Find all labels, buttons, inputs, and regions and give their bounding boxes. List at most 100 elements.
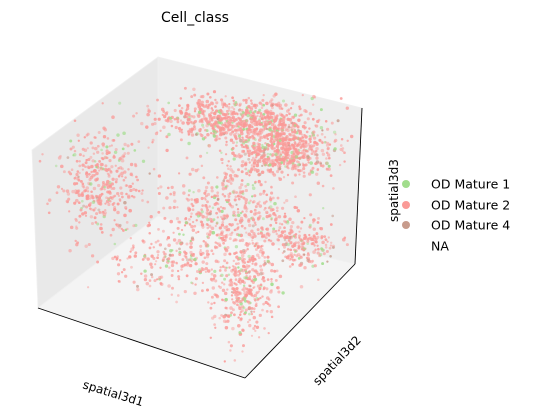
data-point <box>235 144 238 147</box>
data-point <box>243 289 246 293</box>
data-point <box>312 136 317 140</box>
data-point <box>272 211 276 215</box>
data-point <box>204 241 207 244</box>
data-point <box>284 139 288 142</box>
data-point <box>241 298 245 302</box>
data-point <box>122 229 125 232</box>
data-point <box>274 158 279 162</box>
data-point <box>74 191 78 195</box>
data-point <box>183 254 187 258</box>
data-point <box>304 144 308 148</box>
data-point <box>220 151 223 154</box>
data-point <box>308 127 311 130</box>
data-point <box>159 266 162 269</box>
data-point <box>129 162 134 167</box>
data-point <box>251 242 255 245</box>
data-point <box>281 122 284 126</box>
data-point <box>163 247 167 251</box>
data-point <box>330 121 334 125</box>
data-point <box>314 162 317 166</box>
data-point <box>210 268 213 271</box>
data-point <box>122 155 126 158</box>
data-point <box>189 245 193 249</box>
data-point <box>105 149 109 153</box>
data-point <box>200 208 203 211</box>
data-point <box>256 272 261 277</box>
data-point <box>220 231 223 235</box>
data-point <box>125 192 128 196</box>
data-point <box>243 226 247 230</box>
data-point <box>245 287 249 291</box>
data-point <box>167 186 170 190</box>
data-point <box>312 218 316 222</box>
data-point <box>313 264 317 268</box>
data-point <box>273 125 277 129</box>
data-point <box>242 138 245 141</box>
data-point <box>122 268 126 272</box>
data-point <box>297 161 301 164</box>
data-point <box>107 168 110 171</box>
data-point <box>242 127 246 131</box>
data-point <box>261 251 265 255</box>
data-point <box>217 114 221 119</box>
data-point <box>297 245 301 249</box>
data-point <box>252 307 256 311</box>
data-point <box>308 233 311 237</box>
data-point <box>278 177 283 182</box>
data-point <box>177 126 182 131</box>
data-point <box>206 269 211 273</box>
data-point <box>282 176 286 179</box>
data-point <box>240 224 244 228</box>
data-point <box>204 244 208 248</box>
data-point <box>161 113 164 117</box>
data-point <box>258 101 262 105</box>
legend-marker <box>402 221 410 229</box>
data-point <box>248 152 251 155</box>
data-point <box>321 184 325 188</box>
data-point <box>198 129 202 133</box>
data-point <box>211 316 215 320</box>
data-point <box>226 314 231 318</box>
data-point <box>89 155 93 159</box>
data-point <box>206 106 210 110</box>
data-point <box>218 209 222 213</box>
data-point <box>286 162 290 166</box>
data-point <box>55 191 59 195</box>
data-point <box>111 227 115 232</box>
data-point <box>190 236 194 240</box>
data-point <box>69 225 74 230</box>
data-point <box>141 199 144 202</box>
data-point <box>298 105 301 108</box>
data-point <box>182 233 185 236</box>
data-point <box>212 274 217 278</box>
data-point <box>231 326 235 331</box>
data-point <box>152 246 156 249</box>
data-point <box>84 165 87 169</box>
data-point <box>205 151 209 155</box>
data-point <box>204 189 208 193</box>
data-point <box>325 143 330 147</box>
data-point <box>201 111 205 115</box>
data-point <box>255 325 260 330</box>
data-point <box>322 252 326 256</box>
data-point <box>148 284 152 288</box>
data-point <box>60 187 64 191</box>
data-point <box>320 236 324 240</box>
data-point <box>236 213 241 218</box>
data-point <box>329 174 333 177</box>
data-point <box>316 168 320 171</box>
data-point <box>328 246 332 250</box>
data-point <box>164 264 169 268</box>
data-point <box>345 106 349 110</box>
data-point <box>231 264 235 268</box>
data-point <box>315 172 319 176</box>
data-point <box>263 148 267 152</box>
data-point <box>235 191 239 194</box>
data-point <box>157 228 160 231</box>
data-point <box>221 298 224 301</box>
data-point <box>211 286 216 290</box>
data-point <box>122 131 126 135</box>
data-point <box>162 257 166 261</box>
data-point <box>223 131 227 134</box>
data-point <box>234 274 237 278</box>
